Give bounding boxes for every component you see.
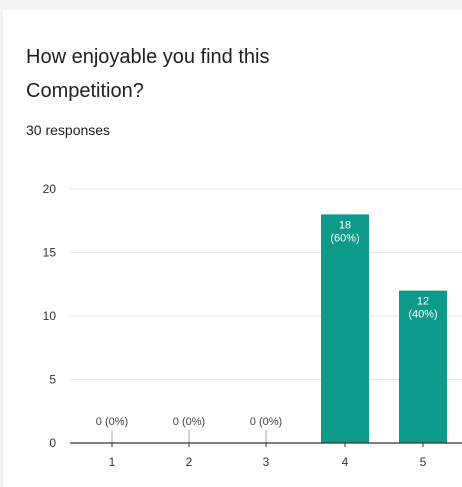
x-tick-label: 1 — [109, 455, 116, 469]
y-tick-label: 0 — [49, 436, 56, 450]
x-tick-label: 5 — [420, 455, 427, 469]
bar — [321, 214, 369, 443]
y-tick-label: 15 — [43, 246, 57, 260]
response-count: 30 responses — [26, 122, 111, 138]
bar-data-label: 0 (0%) — [173, 416, 205, 428]
x-tick-label: 3 — [263, 455, 270, 469]
bar-data-label: 12 (40%) — [408, 296, 437, 321]
question-title: How enjoyable you find this Competition? — [26, 46, 270, 102]
y-tick-label: 10 — [43, 309, 57, 323]
y-tick-label: 20 — [43, 182, 57, 196]
x-tick-label: 4 — [342, 455, 349, 469]
bar — [399, 290, 447, 443]
y-tick-label: 5 — [49, 373, 56, 387]
bar-data-label: 18 (60%) — [330, 219, 359, 244]
chart-card — [3, 10, 462, 487]
x-tick-label: 2 — [186, 455, 193, 469]
bar-data-label: 0 (0%) — [250, 416, 282, 428]
bar-data-label: 0 (0%) — [96, 416, 128, 428]
